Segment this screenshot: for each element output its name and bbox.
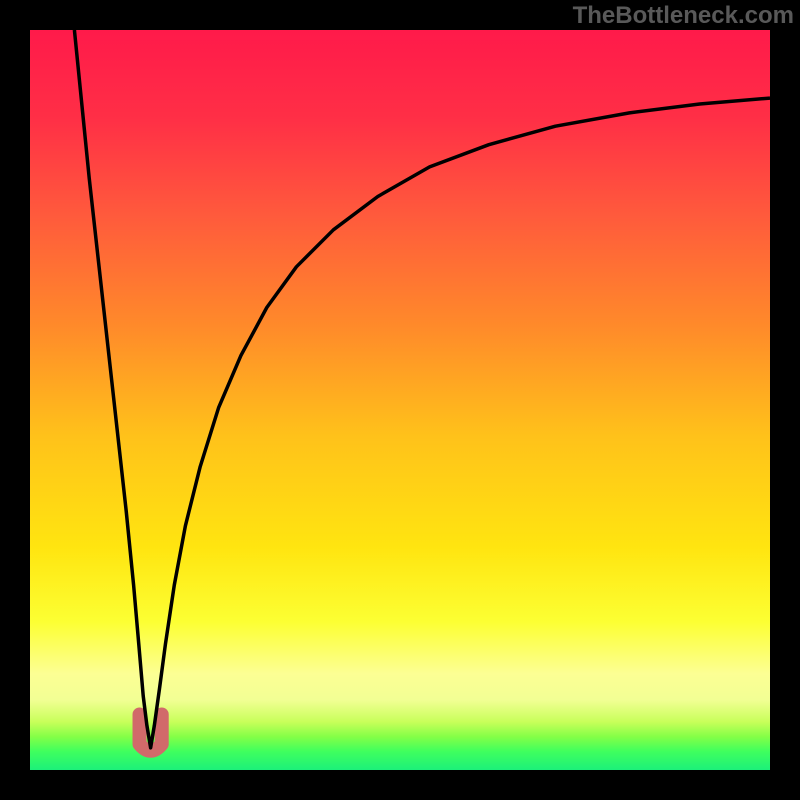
plot-area xyxy=(30,30,770,770)
plot-svg xyxy=(30,30,770,770)
figure-outer: TheBottleneck.com xyxy=(0,0,800,800)
watermark-text: TheBottleneck.com xyxy=(573,2,794,30)
